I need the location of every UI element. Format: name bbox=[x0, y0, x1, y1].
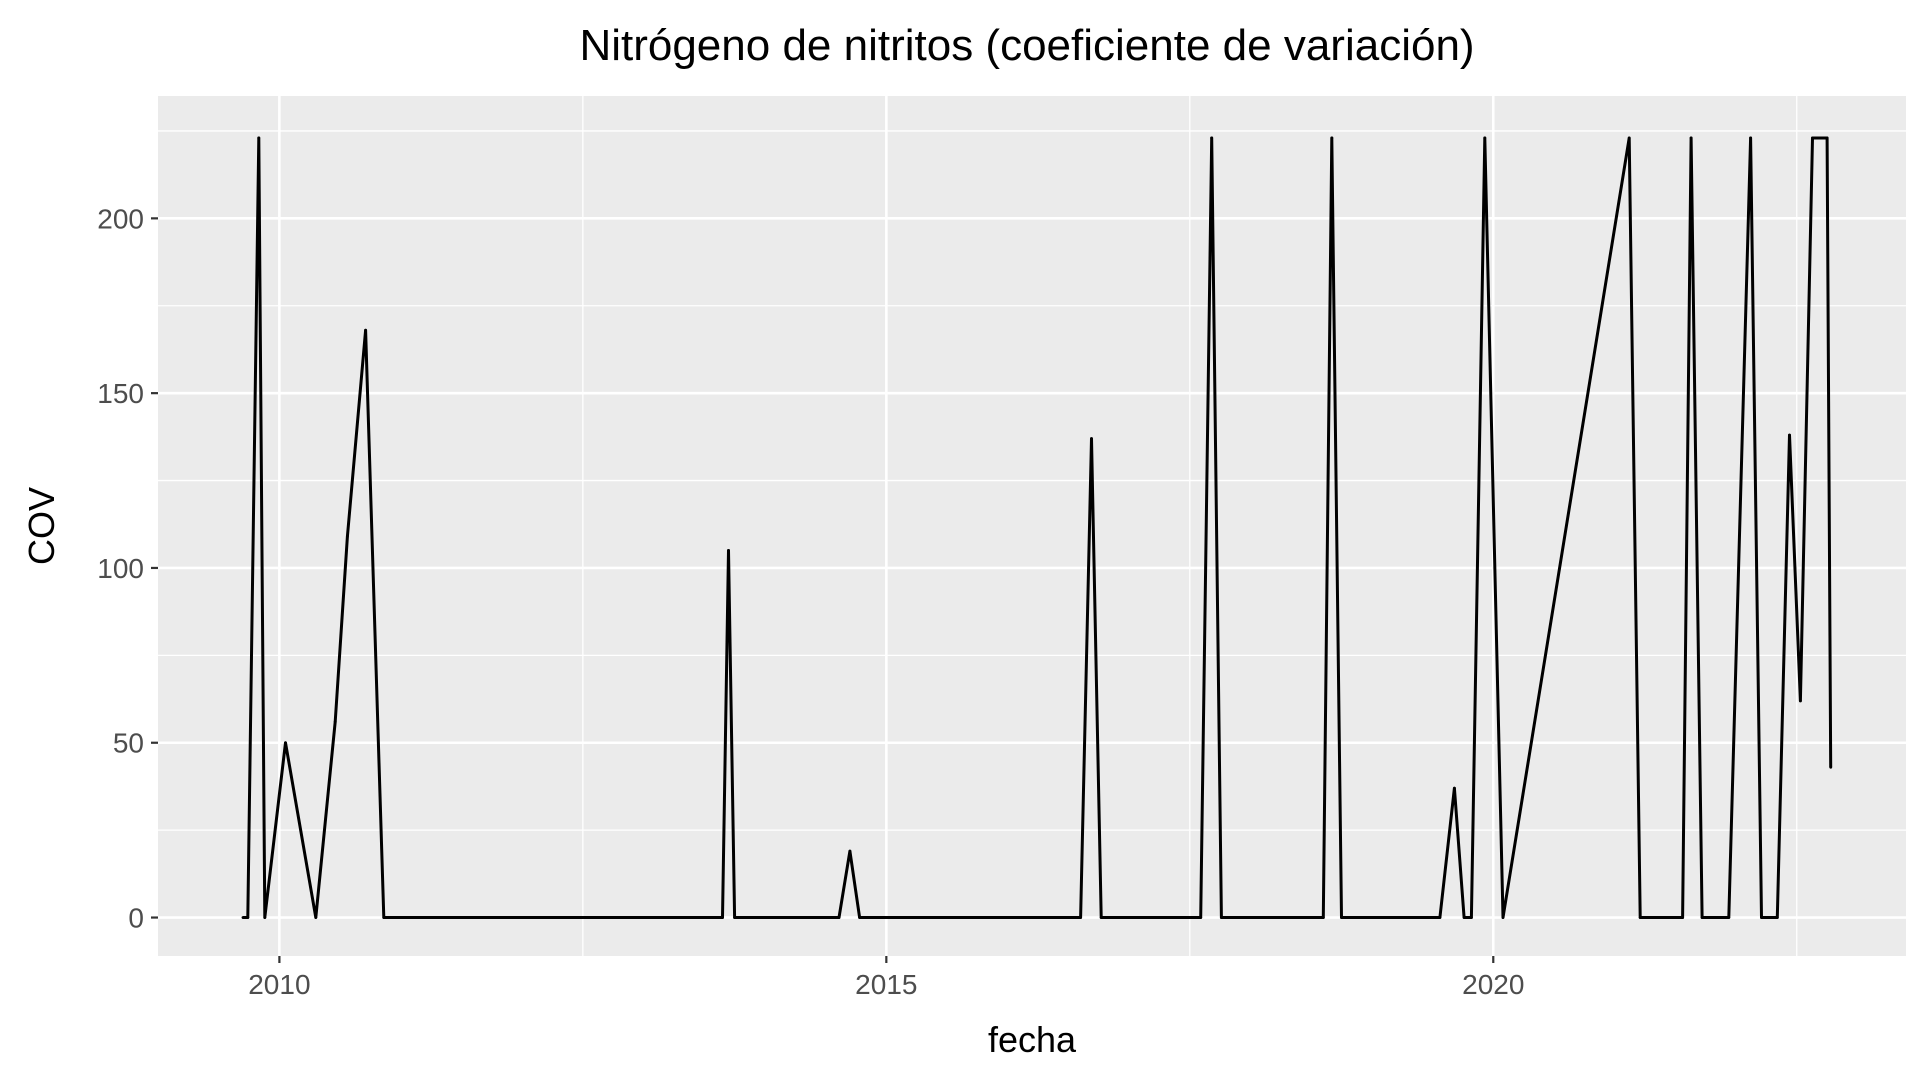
data-point bbox=[263, 916, 267, 919]
y-tick-label: 0 bbox=[128, 903, 144, 934]
data-point bbox=[1825, 136, 1829, 140]
x-tick-label: 2010 bbox=[248, 969, 310, 1000]
data-point bbox=[733, 916, 736, 919]
data-point bbox=[1099, 916, 1103, 919]
data-point bbox=[1470, 916, 1473, 919]
y-axis-title: COV bbox=[21, 487, 62, 565]
data-point bbox=[721, 916, 724, 919]
data-point bbox=[284, 741, 287, 745]
data-point bbox=[1689, 136, 1693, 140]
data-point bbox=[1462, 916, 1466, 919]
data-point bbox=[257, 136, 261, 140]
data-point bbox=[1775, 916, 1779, 919]
data-point bbox=[1210, 136, 1214, 140]
data-point bbox=[1199, 916, 1203, 919]
data-point bbox=[1438, 916, 1442, 919]
data-point bbox=[1219, 916, 1223, 919]
data-point bbox=[1798, 699, 1802, 703]
data-layer bbox=[241, 136, 1833, 919]
data-point bbox=[345, 535, 349, 538]
x-axis-title: fecha bbox=[988, 1019, 1077, 1060]
data-point bbox=[1829, 765, 1833, 769]
data-point bbox=[1700, 916, 1704, 919]
data-point bbox=[1681, 916, 1685, 919]
data-point bbox=[837, 916, 841, 919]
data-point bbox=[364, 328, 367, 332]
data-point bbox=[1483, 136, 1487, 140]
x-tick-label: 2015 bbox=[855, 969, 917, 1000]
data-point bbox=[382, 916, 386, 919]
data-point bbox=[1749, 136, 1753, 140]
data-point bbox=[1330, 136, 1334, 140]
data-point bbox=[848, 849, 852, 853]
data-point bbox=[1638, 916, 1642, 919]
data-point bbox=[1321, 916, 1325, 919]
data-point bbox=[1090, 437, 1093, 441]
data-point bbox=[1340, 916, 1343, 919]
data-point bbox=[246, 916, 250, 919]
data-point bbox=[858, 916, 862, 919]
x-tick-label: 2020 bbox=[1462, 969, 1524, 1000]
data-point bbox=[1453, 786, 1456, 790]
data-point bbox=[1501, 916, 1505, 919]
data-point bbox=[333, 720, 337, 724]
data-point bbox=[1788, 433, 1791, 437]
plot-panel bbox=[158, 96, 1906, 956]
axes: 2010 2015 2020 0 50 100 150 200 bbox=[97, 203, 1524, 1000]
y-tick-label: 50 bbox=[113, 728, 144, 759]
y-tick-label: 150 bbox=[97, 378, 144, 409]
chart-title: Nitrógeno de nitritos (coeficiente de va… bbox=[579, 21, 1474, 70]
data-point bbox=[1727, 916, 1731, 919]
data-point bbox=[241, 916, 245, 919]
data-point bbox=[727, 549, 730, 552]
y-tick-label: 200 bbox=[97, 203, 144, 234]
data-point bbox=[1627, 136, 1631, 140]
data-point bbox=[314, 916, 318, 919]
data-point bbox=[1079, 916, 1082, 919]
data-point bbox=[1811, 136, 1814, 140]
data-point bbox=[1760, 916, 1763, 919]
y-tick-label: 100 bbox=[97, 553, 144, 584]
